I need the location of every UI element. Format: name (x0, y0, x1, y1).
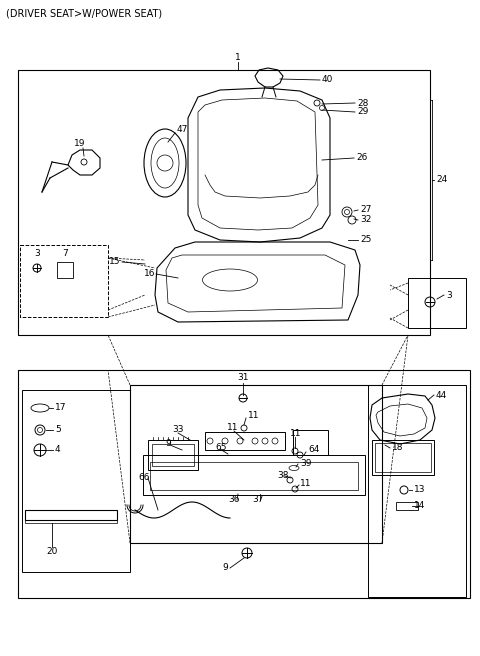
Text: (DRIVER SEAT>W/POWER SEAT): (DRIVER SEAT>W/POWER SEAT) (6, 9, 162, 19)
Text: 11: 11 (227, 424, 239, 432)
Text: 16: 16 (144, 270, 156, 279)
Bar (150, 462, 358, 490)
Text: 9: 9 (165, 438, 171, 447)
Text: 11: 11 (290, 428, 301, 438)
Text: 65: 65 (215, 443, 227, 451)
Text: 14: 14 (414, 501, 425, 510)
Text: 18: 18 (392, 443, 404, 453)
Bar (130, 385, 382, 543)
Text: 33: 33 (172, 426, 183, 434)
Text: 37: 37 (252, 495, 264, 504)
Bar (205, 432, 285, 450)
Bar (22, 390, 130, 572)
Bar (25, 510, 117, 520)
Text: 40: 40 (322, 75, 334, 85)
Text: 17: 17 (55, 403, 67, 413)
Text: 38: 38 (277, 470, 288, 480)
Text: 7: 7 (62, 249, 68, 258)
Bar (143, 455, 365, 495)
Text: 11: 11 (248, 411, 260, 419)
Text: 29: 29 (357, 108, 368, 117)
Text: 39: 39 (300, 459, 312, 468)
Text: 25: 25 (360, 236, 372, 245)
Text: 64: 64 (308, 445, 319, 455)
Text: 26: 26 (356, 154, 367, 163)
Bar (152, 444, 194, 466)
Bar (18, 370, 470, 598)
Text: 5: 5 (55, 426, 61, 434)
Text: 3: 3 (34, 249, 40, 258)
Text: 4: 4 (55, 445, 60, 455)
Text: 66: 66 (138, 472, 149, 482)
Text: 11: 11 (300, 480, 312, 489)
Text: 20: 20 (46, 548, 58, 556)
Text: 13: 13 (414, 485, 425, 495)
Text: 31: 31 (237, 373, 249, 382)
Text: 28: 28 (357, 98, 368, 108)
Bar (368, 385, 466, 597)
Text: 32: 32 (360, 216, 372, 224)
Bar (20, 245, 108, 317)
Bar (375, 443, 431, 472)
Text: 3: 3 (446, 291, 452, 300)
Text: 15: 15 (108, 258, 120, 266)
Text: 24: 24 (436, 176, 447, 184)
Text: 1: 1 (235, 52, 241, 62)
Bar (372, 440, 434, 475)
Text: 44: 44 (436, 390, 447, 400)
Text: 27: 27 (360, 205, 372, 215)
Text: 9: 9 (222, 564, 228, 573)
Bar (408, 278, 466, 328)
Bar (18, 70, 430, 335)
Bar (396, 502, 418, 510)
Text: 47: 47 (176, 125, 188, 134)
Bar (148, 440, 198, 470)
Bar (293, 430, 328, 455)
Text: 36: 36 (228, 495, 240, 504)
Text: 19: 19 (74, 138, 86, 148)
Bar (25, 520, 117, 523)
